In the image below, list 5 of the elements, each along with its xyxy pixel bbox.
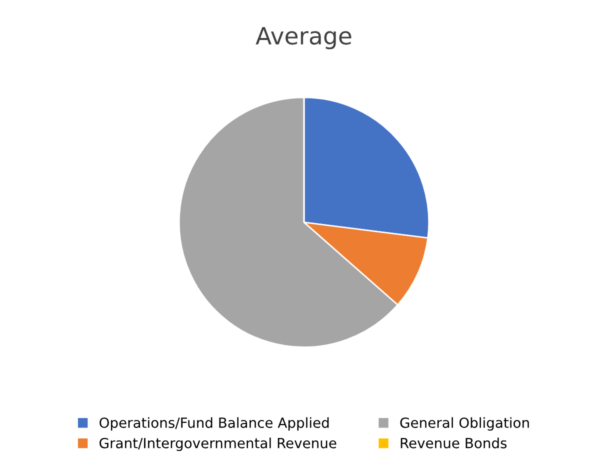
legend-label: Revenue Bonds: [400, 438, 507, 448]
legend-label: Grant/Intergovernmental Revenue: [100, 438, 336, 452]
legend-label: General Obligation: [400, 417, 529, 431]
chart-title: Average: [256, 27, 352, 50]
legend-label: Operations/Fund Balance Applied: [100, 417, 329, 431]
